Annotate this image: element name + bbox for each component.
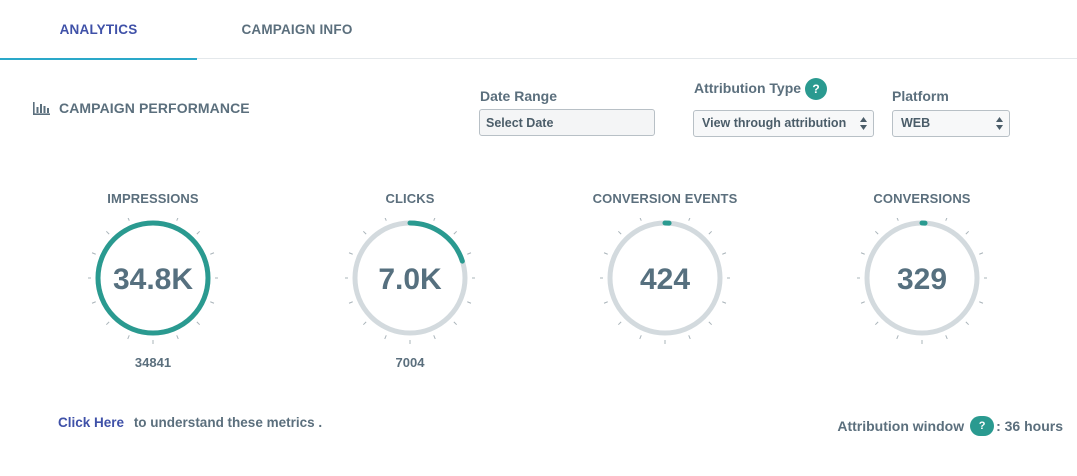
date-range-label: Date Range [480, 88, 558, 104]
gauge-value-impressions: 34.8K [112, 263, 194, 296]
section-title: CAMPAIGN PERFORMANCE [33, 98, 250, 118]
gauge-tick [453, 230, 458, 235]
tab-campaign-info-label: CAMPAIGN INFO [241, 22, 353, 37]
gauge-tick [384, 335, 387, 340]
gauge-tick [979, 301, 984, 304]
gauge-tick [348, 301, 353, 304]
tab-analytics[interactable]: ANALYTICS [0, 0, 197, 60]
gauge-impressions: 34.8K [87, 212, 219, 348]
active-tab-indicator [0, 58, 197, 60]
date-range-input[interactable] [479, 109, 655, 136]
gauge-ring [856, 212, 988, 344]
gauge-progress-arc [864, 220, 980, 336]
gauge-tick [467, 252, 472, 255]
gauge-tick [860, 252, 865, 255]
gauge-tick [196, 321, 201, 326]
gauge-tick [176, 335, 179, 340]
gauge-tick [603, 252, 608, 255]
attribution-window-value: : 36 hours [996, 418, 1063, 434]
gauge-ring [344, 212, 476, 344]
click-here-link[interactable]: Click Here [58, 415, 125, 430]
gauge-tick [91, 301, 96, 304]
gauge-tick [348, 252, 353, 255]
gauge-progress-arc [352, 220, 468, 336]
gauge-tick [362, 321, 367, 326]
gauge-tick [105, 321, 110, 326]
gauge-tick [896, 216, 899, 221]
bar-chart-icon [33, 101, 50, 115]
gauge-tick [722, 301, 727, 304]
gauge-tick [105, 230, 110, 235]
attribution-help-icon[interactable]: ? [805, 78, 827, 100]
gauge-tick [688, 216, 691, 221]
platform-value: WEB [901, 116, 931, 130]
gauge-tick [896, 335, 899, 340]
gauge-value-conversion-events: 424 [639, 263, 691, 296]
gauge-tick [617, 230, 622, 235]
gauge-tick [874, 321, 879, 326]
gauge-tick [433, 216, 436, 221]
metric-title-clicks: CLICKS [385, 191, 435, 206]
gauge-tick [176, 216, 179, 221]
select-arrows-icon [860, 117, 867, 130]
metric-title-conversion-events: CONVERSION EVENTS [592, 191, 738, 206]
metric-title-conversions: CONVERSIONS [873, 191, 971, 206]
gauge-value-clicks: 7.0K [378, 263, 442, 296]
tab-campaign-info[interactable]: CAMPAIGN INFO [232, 0, 362, 59]
gauge-tick [617, 321, 622, 326]
gauge-tick [91, 252, 96, 255]
gauge-ring [599, 212, 731, 344]
gauge-tick [945, 335, 948, 340]
metrics-help-suffix: to understand these metrics . [133, 415, 323, 430]
attribution-type-label: Attribution Type [694, 80, 802, 96]
gauge-tick [722, 252, 727, 255]
attribution-window: Attribution window ? : 36 hours [837, 416, 1063, 436]
platform-label: Platform [892, 88, 949, 104]
gauge-tick [467, 301, 472, 304]
select-arrows-icon [996, 117, 1003, 130]
gauge-value-conversions: 329 [896, 263, 948, 296]
gauge-tick [945, 216, 948, 221]
gauge-progress-arc [607, 220, 723, 336]
gauge-tick [384, 216, 387, 221]
gauge-conversions: 329 [856, 212, 988, 348]
gauge-tick [210, 252, 215, 255]
gauge-tick [860, 301, 865, 304]
metrics-help-text: Click Here to understand these metrics . [58, 415, 322, 430]
gauge-tick [965, 230, 970, 235]
gauge-tick [603, 301, 608, 304]
gauge-tick [965, 321, 970, 326]
attribution-window-label: Attribution window [837, 418, 965, 434]
gauge-tick [453, 321, 458, 326]
gauge-tick [688, 335, 691, 340]
gauge-tick [127, 335, 130, 340]
gauge-tick [708, 230, 713, 235]
gauge-clicks: 7.0K [344, 212, 476, 348]
gauge-tick [196, 230, 201, 235]
gauge-tick [210, 301, 215, 304]
gauge-tick [979, 252, 984, 255]
gauge-tick [708, 321, 713, 326]
metric-raw-clicks: 7004 [395, 355, 425, 370]
gauge-tick [433, 335, 436, 340]
metric-raw-impressions: 34841 [134, 355, 172, 370]
gauge-tick [639, 216, 642, 221]
gauge-tick [639, 335, 642, 340]
platform-select[interactable]: WEB [892, 110, 1010, 137]
tab-analytics-label: ANALYTICS [59, 22, 138, 37]
attribution-window-help-icon[interactable]: ? [970, 416, 995, 436]
gauge-ring [87, 212, 219, 344]
metric-title-impressions: IMPRESSIONS [107, 191, 199, 206]
tab-bar: ANALYTICS CAMPAIGN INFO [0, 0, 1077, 60]
gauge-progress-arc [95, 220, 211, 336]
attribution-type-value: View through attribution [702, 116, 847, 130]
gauge-tick [874, 230, 879, 235]
gauge-tick [127, 216, 130, 221]
attribution-type-select[interactable]: View through attribution [693, 110, 874, 137]
section-title-text: CAMPAIGN PERFORMANCE [59, 100, 250, 116]
gauge-conversion-events: 424 [599, 212, 731, 348]
gauge-tick [362, 230, 367, 235]
